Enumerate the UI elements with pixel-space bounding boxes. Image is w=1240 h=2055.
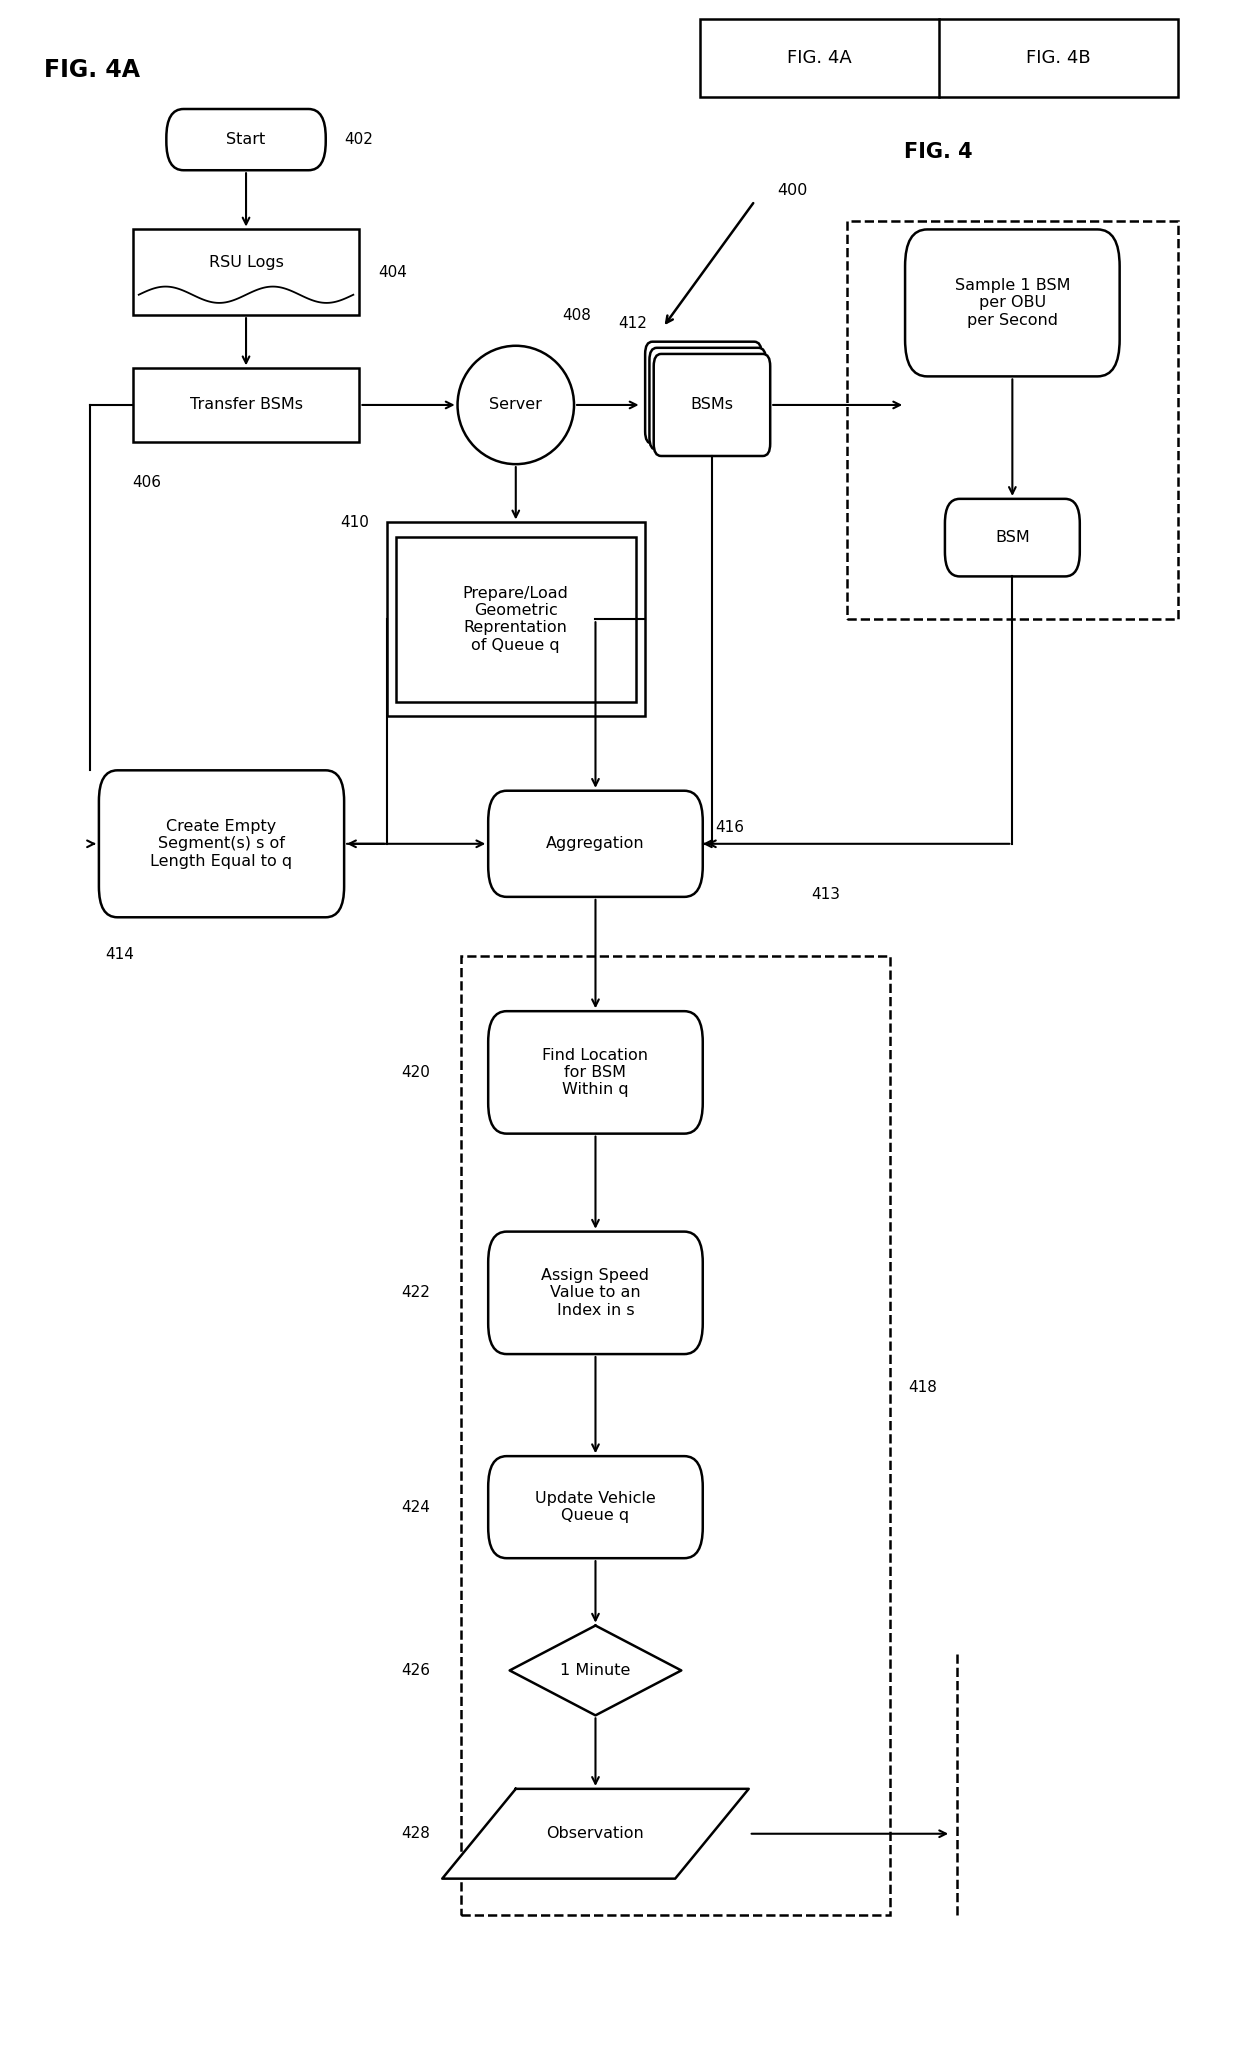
Text: Server: Server [490, 397, 542, 413]
Text: Prepare/Load
Geometric
Reprentation
of Queue q: Prepare/Load Geometric Reprentation of Q… [463, 586, 569, 653]
Text: Start: Start [227, 132, 265, 148]
Text: 428: 428 [401, 1827, 430, 1841]
Text: 410: 410 [340, 516, 368, 530]
Bar [396, 536, 636, 703]
Text: 400: 400 [777, 183, 807, 197]
FancyBboxPatch shape [489, 1231, 703, 1354]
Text: Transfer BSMs: Transfer BSMs [190, 397, 303, 413]
Text: 404: 404 [378, 265, 407, 279]
Text: Find Location
for BSM
Within q: Find Location for BSM Within q [542, 1048, 649, 1097]
Text: Observation: Observation [547, 1827, 645, 1841]
FancyBboxPatch shape [645, 341, 761, 444]
Text: FIG. 4: FIG. 4 [904, 142, 973, 162]
FancyBboxPatch shape [99, 771, 345, 917]
Text: Sample 1 BSM
per OBU
per Second: Sample 1 BSM per OBU per Second [955, 277, 1070, 329]
Text: 424: 424 [401, 1500, 430, 1515]
Text: Create Empty
Segment(s) s of
Length Equal to q: Create Empty Segment(s) s of Length Equa… [150, 818, 293, 869]
Text: 420: 420 [401, 1064, 430, 1081]
FancyBboxPatch shape [945, 499, 1080, 575]
Bar [699, 18, 1178, 97]
Bar [460, 956, 890, 1915]
FancyBboxPatch shape [166, 109, 326, 171]
Text: 402: 402 [345, 132, 373, 148]
Text: 422: 422 [401, 1284, 430, 1301]
Text: BSMs: BSMs [691, 397, 733, 413]
Text: 408: 408 [562, 308, 590, 323]
Text: FIG. 4A: FIG. 4A [787, 49, 852, 68]
Text: RSU Logs: RSU Logs [208, 255, 284, 269]
FancyBboxPatch shape [489, 1011, 703, 1134]
Text: 406: 406 [133, 475, 161, 489]
FancyBboxPatch shape [489, 1457, 703, 1558]
Polygon shape [510, 1626, 681, 1716]
Text: Assign Speed
Value to an
Index in s: Assign Speed Value to an Index in s [542, 1268, 650, 1317]
Bar [133, 368, 360, 442]
FancyBboxPatch shape [905, 230, 1120, 376]
Text: 414: 414 [105, 947, 134, 962]
Bar [847, 222, 1178, 619]
FancyBboxPatch shape [489, 791, 703, 896]
Polygon shape [443, 1788, 749, 1878]
Text: 412: 412 [619, 316, 647, 331]
Bar [133, 230, 360, 314]
Text: FIG. 4B: FIG. 4B [1025, 49, 1091, 68]
Text: BSM: BSM [994, 530, 1029, 545]
Text: 426: 426 [401, 1662, 430, 1679]
Text: FIG. 4A: FIG. 4A [43, 58, 140, 82]
Text: 1 Minute: 1 Minute [560, 1662, 631, 1679]
Text: Update Vehicle
Queue q: Update Vehicle Queue q [536, 1492, 656, 1523]
Ellipse shape [458, 345, 574, 464]
Text: 418: 418 [908, 1381, 937, 1395]
Text: 413: 413 [812, 888, 841, 902]
FancyBboxPatch shape [650, 347, 766, 450]
Text: 416: 416 [715, 820, 744, 834]
FancyBboxPatch shape [653, 353, 770, 456]
Bar [387, 522, 645, 717]
Text: Aggregation: Aggregation [546, 836, 645, 851]
